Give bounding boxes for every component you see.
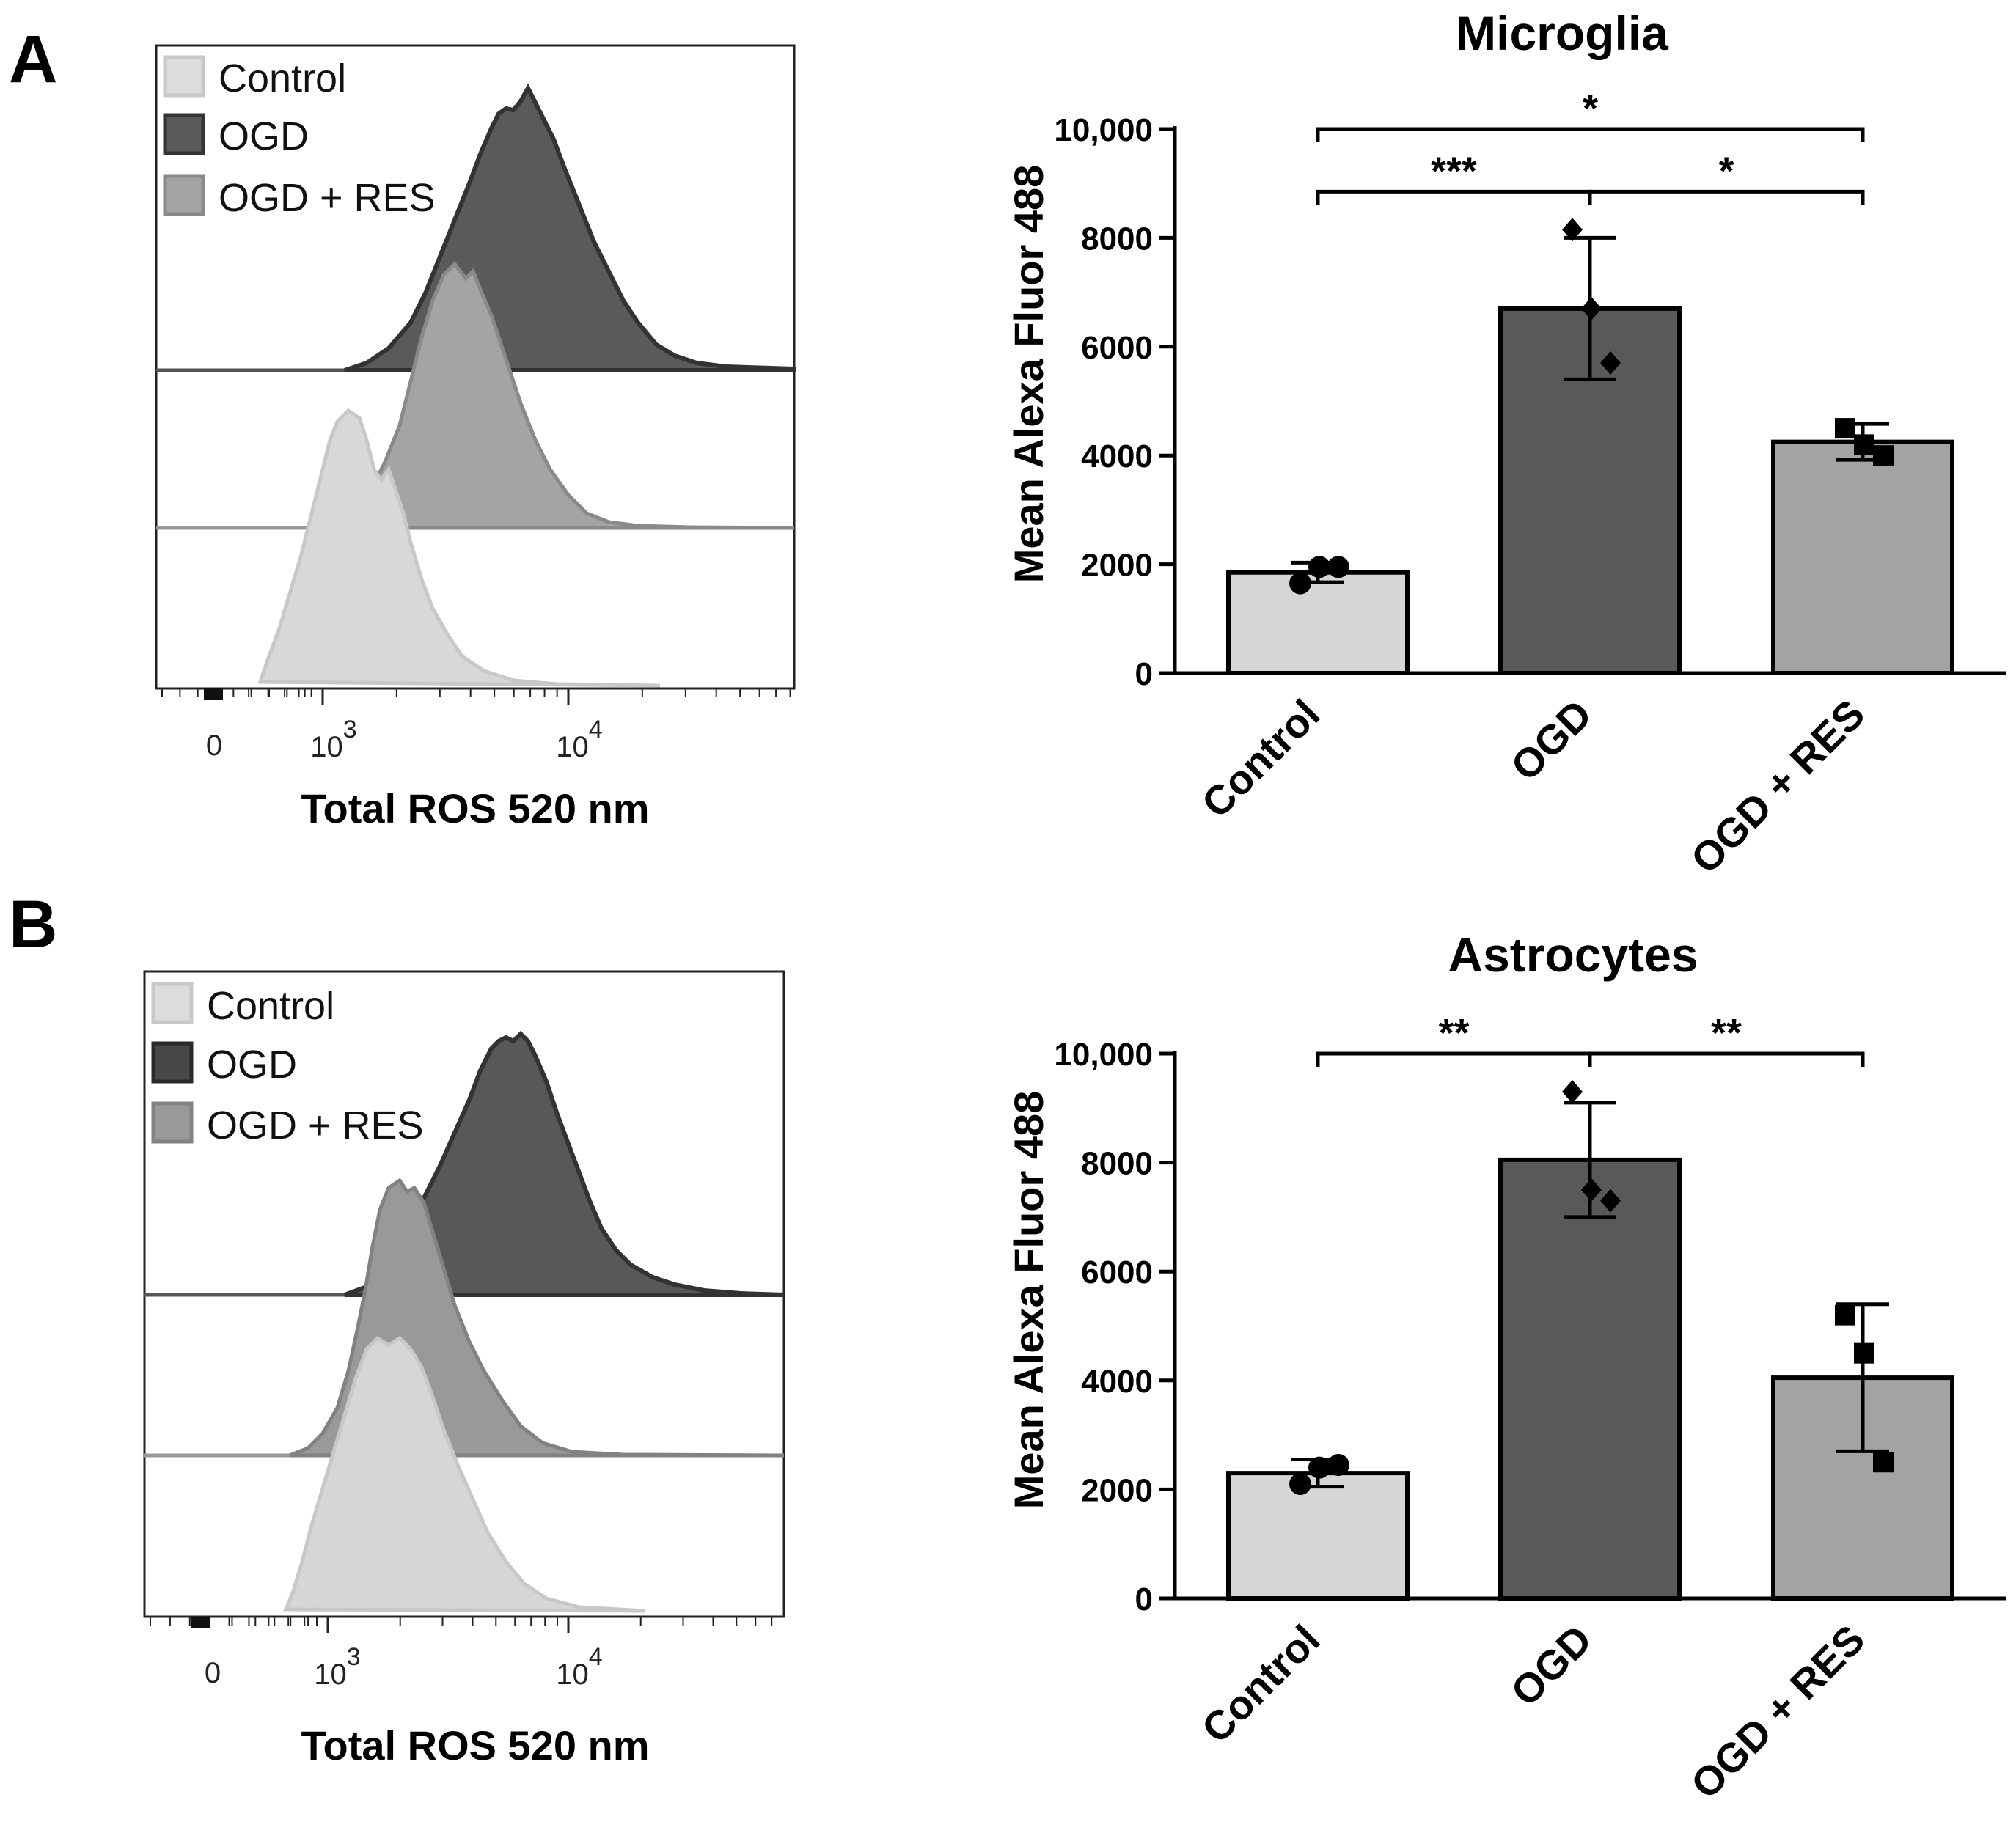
- y-tick-label: 0: [1135, 656, 1153, 692]
- histogram-a-control-curve: [257, 408, 661, 688]
- y-tick-label: 0: [1135, 1582, 1153, 1617]
- category-label: OGD: [1502, 1616, 1601, 1715]
- data-point: [1562, 1080, 1583, 1104]
- y-tick-label: 4000: [1081, 1364, 1153, 1400]
- legend-a-ogd-label: OGD: [219, 114, 309, 158]
- histogram-a-ogd-res-curve: [315, 261, 795, 530]
- significance-label: **: [1711, 1011, 1742, 1055]
- significance-bracket: [1316, 1051, 1592, 1067]
- histogram-b-xlabel: Total ROS 520 nm: [301, 1722, 649, 1768]
- bar-chart-astrocytes-ylabel: Mean Alexa Fluor 488: [1005, 1091, 1052, 1510]
- data-point: [1308, 1456, 1330, 1479]
- category-label: Control: [1192, 1616, 1328, 1752]
- histogram-a-xtick-10000: 104: [556, 716, 602, 763]
- category-label: OGD: [1502, 691, 1601, 790]
- bar-chart-astrocytes-title: Astrocytes: [1448, 927, 1698, 982]
- histogram-a-xlabel: Total ROS 520 nm: [301, 785, 649, 831]
- histogram-b-legend: Control OGD OGD + RES: [151, 982, 424, 1147]
- significance-label: **: [1438, 1011, 1469, 1055]
- category-label: OGD + RES: [1682, 691, 1873, 882]
- histogram-b-xtick-1000: 103: [314, 1643, 360, 1691]
- bar-control: [1226, 570, 1410, 675]
- flow-zero-marker: [204, 688, 223, 700]
- histogram-a: Control OGD OGD + RES 0 103 104 Total RO…: [155, 44, 796, 831]
- histogram-b-xtick-10000: 104: [556, 1643, 602, 1691]
- bar-ogd-res: [1771, 439, 1954, 676]
- bar-chart-astrocytes: 0 2000 4000 6000 8000 10,000 Control OGD OGD + R…: [1005, 927, 2006, 1807]
- legend-b-ogd-res-label: OGD + RES: [207, 1103, 424, 1147]
- significance-bracket: [1588, 1051, 1865, 1067]
- histogram-b-xtick-0: 0: [205, 1657, 221, 1689]
- significance-bracket: [1588, 189, 1865, 205]
- data-point: [1835, 418, 1855, 439]
- histogram-a-axis-ticks: [156, 687, 794, 705]
- y-tick-label: 10,000: [1054, 112, 1153, 148]
- panel-letter-b: B: [9, 887, 57, 962]
- data-point: [1308, 556, 1330, 578]
- data-point: [1600, 351, 1621, 375]
- histogram-b-control-curve: [283, 1335, 646, 1613]
- data-point: [1327, 1453, 1349, 1476]
- panel-letter-a: A: [9, 22, 57, 97]
- significance-label: *: [1718, 149, 1734, 193]
- legend-a-ogd-res-label: OGD + RES: [219, 176, 436, 220]
- bar-control: [1226, 1471, 1410, 1601]
- legend-b-ogd-swatch: [151, 1041, 194, 1084]
- histogram-b-axis-ticks: [144, 1615, 784, 1633]
- y-tick-label: 4000: [1081, 438, 1153, 474]
- bar-chart-microglia: 0 2000 4000 6000 8000 10,000 Control OGD OGD + R…: [1005, 6, 2006, 882]
- bar-ogd: [1498, 1157, 1682, 1601]
- category-label: Control: [1192, 691, 1328, 826]
- bar-chart-microglia-title: Microglia: [1456, 6, 1669, 60]
- bar-chart-astrocytes-significance: ** **: [1316, 1011, 1865, 1067]
- legend-b-ogd-label: OGD: [207, 1043, 297, 1087]
- bar-chart-microglia-ylabel: Mean Alexa Fluor 488: [1005, 165, 1052, 584]
- histogram-a-xtick-0: 0: [206, 730, 222, 762]
- y-tick-label: 8000: [1081, 221, 1153, 257]
- y-tick-label: 2000: [1081, 548, 1153, 584]
- y-tick-label: 6000: [1081, 330, 1153, 366]
- significance-bracket: [1316, 189, 1592, 205]
- histogram-b-ogd-curve: [343, 1030, 785, 1297]
- y-tick-label: 6000: [1081, 1255, 1153, 1290]
- histogram-a-legend: Control OGD OGD + RES: [163, 55, 436, 220]
- legend-a-ogd-res-swatch: [163, 174, 205, 216]
- data-point: [1289, 1472, 1311, 1495]
- data-point: [1289, 572, 1311, 595]
- legend-b-control-label: Control: [207, 984, 334, 1028]
- y-tick-label: 2000: [1081, 1472, 1153, 1508]
- histogram-a-xtick-1000: 103: [310, 716, 356, 763]
- legend-a-control-swatch: [163, 55, 205, 98]
- y-tick-label: 8000: [1081, 1146, 1153, 1182]
- legend-b-ogd-res-swatch: [151, 1101, 194, 1144]
- legend-a-ogd-swatch: [163, 113, 205, 155]
- data-point: [1581, 296, 1602, 320]
- data-point: [1581, 1178, 1602, 1202]
- significance-label: *: [1583, 87, 1598, 131]
- data-point: [1854, 434, 1874, 455]
- data-point: [1854, 1342, 1874, 1364]
- data-point: [1600, 1189, 1621, 1213]
- histogram-b: Control OGD OGD + RES 0 103 104 Total RO…: [143, 970, 785, 1768]
- data-point: [1873, 1452, 1894, 1473]
- significance-label: ***: [1431, 149, 1477, 193]
- legend-b-control-swatch: [151, 982, 194, 1024]
- y-tick-label: 10,000: [1054, 1037, 1153, 1073]
- data-point: [1835, 1304, 1855, 1326]
- flow-zero-marker: [191, 1617, 210, 1628]
- data-point: [1562, 218, 1583, 242]
- legend-a-control-label: Control: [219, 56, 346, 100]
- bar-chart-astrocytes-bars: [1226, 1080, 1954, 1601]
- bar-chart-microglia-bars: [1226, 218, 1954, 676]
- category-label: OGD + RES: [1682, 1616, 1873, 1807]
- bar-chart-microglia-significance: **** *: [1316, 87, 1865, 205]
- significance-bracket: [1316, 127, 1865, 142]
- data-point: [1327, 556, 1349, 578]
- data-point: [1873, 445, 1894, 466]
